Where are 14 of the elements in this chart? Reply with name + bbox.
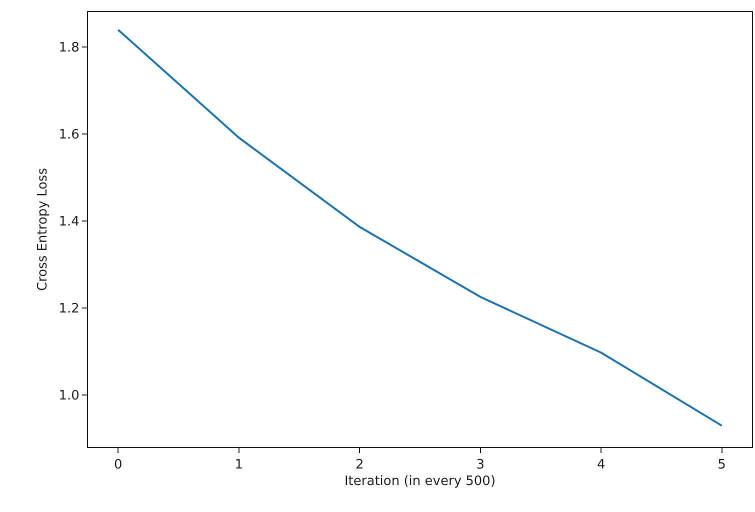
x-tick-label: 1 xyxy=(234,458,244,473)
y-tick-label: 1.2 xyxy=(58,301,80,316)
y-tick-label: 1.8 xyxy=(58,40,80,56)
x-tick-label: 0 xyxy=(114,458,122,473)
x-tick-label: 2 xyxy=(356,458,364,473)
x-tick-label: 4 xyxy=(596,458,606,473)
y-tick-label: 1.4 xyxy=(58,214,80,230)
line-series xyxy=(117,28,723,427)
y-axis-title: Cross Entropy Loss xyxy=(36,168,51,291)
x-axis-title: Iteration (in every 500) xyxy=(344,474,496,490)
x-tick-label: 3 xyxy=(476,458,484,473)
y-tick-label: 1.0 xyxy=(58,388,80,404)
x-tick-label: 5 xyxy=(718,458,726,473)
y-tick-label: 1.6 xyxy=(58,127,80,142)
